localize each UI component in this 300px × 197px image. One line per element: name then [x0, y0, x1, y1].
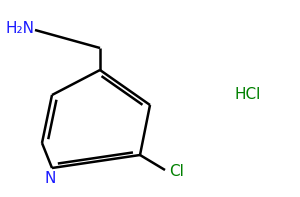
- Text: N: N: [45, 171, 56, 186]
- Text: Cl: Cl: [169, 164, 184, 179]
- Text: H₂N: H₂N: [5, 20, 34, 35]
- Text: HCl: HCl: [234, 87, 261, 102]
